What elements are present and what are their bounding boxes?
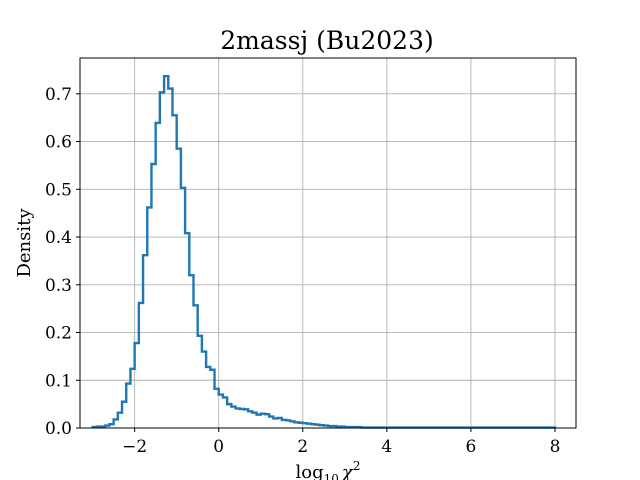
x-tick-label: 8 xyxy=(550,437,561,457)
y-tick-label: 0.7 xyxy=(45,85,72,105)
y-tick-label: 0.6 xyxy=(45,133,72,153)
y-tick-label: 0.2 xyxy=(45,324,72,344)
tick-layer: −2 0 2 4 6 8 0.0 0.1 0.2 0.3 0.4 0.5 0.6 0.7 xyxy=(45,85,560,457)
y-tick-label: 0.4 xyxy=(45,228,72,248)
x-tick-label: 6 xyxy=(466,437,477,457)
x-tick-label: −2 xyxy=(122,437,147,457)
y-tick-label: 0.5 xyxy=(45,180,72,200)
x-axis-label-sub: 10 xyxy=(324,472,339,480)
x-axis-label-sup: 2 xyxy=(353,459,361,473)
plot-frame xyxy=(79,57,577,429)
x-tick-label: 4 xyxy=(381,437,392,457)
x-axis-label-log: log xyxy=(296,462,324,480)
y-axis-label: Density xyxy=(14,208,35,278)
x-axis-label-chi: χ xyxy=(340,462,354,480)
chart-title: 2massj (Bu2023) xyxy=(220,26,433,55)
grid-layer xyxy=(80,58,576,429)
y-tick-label: 0.3 xyxy=(45,276,72,296)
x-tick-label: 0 xyxy=(213,437,224,457)
x-axis-label: log10 χ2 xyxy=(296,459,361,480)
histogram-series-line xyxy=(91,74,557,429)
x-tick-label: 2 xyxy=(297,437,308,457)
y-tick-label: 0.0 xyxy=(45,419,72,439)
y-tick-label: 0.1 xyxy=(45,371,72,391)
